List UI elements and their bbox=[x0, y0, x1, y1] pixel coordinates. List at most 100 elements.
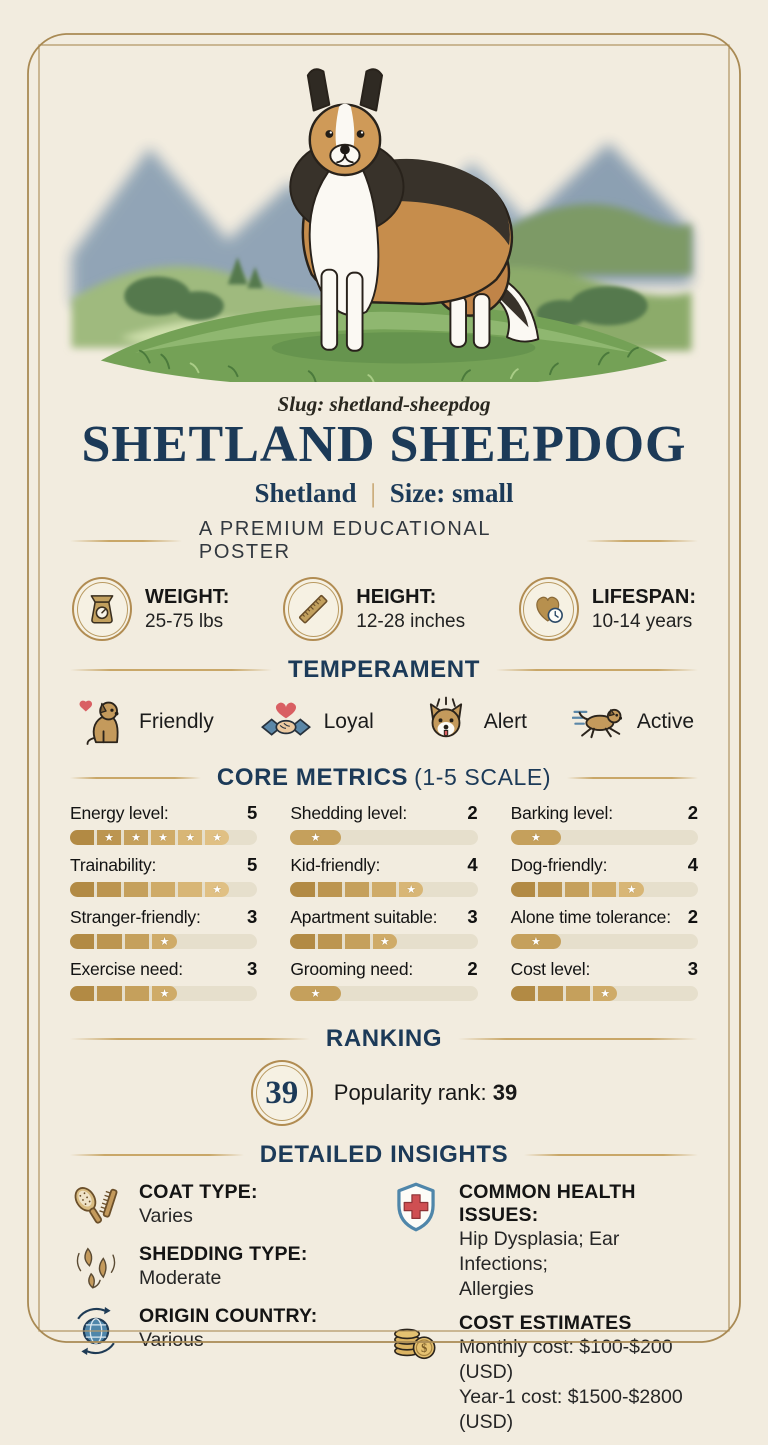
metric-bar-fill: ★ bbox=[290, 934, 398, 949]
insight-line: Moderate bbox=[139, 1267, 222, 1289]
metric-value: 4 bbox=[687, 854, 698, 875]
insight-label: SHEDDING TYPE: bbox=[139, 1243, 308, 1265]
metric-label: Trainability: bbox=[70, 855, 157, 875]
stat-item: WEIGHT: 25-75 lbs bbox=[72, 577, 229, 641]
star-segment: ★ bbox=[205, 830, 230, 845]
star-segment: ★ bbox=[152, 986, 177, 1001]
bar-segment bbox=[70, 882, 95, 897]
metric-bar-track: ★ bbox=[290, 882, 478, 897]
metric-row: Kid-friendly: 4 ★ bbox=[290, 854, 478, 897]
running-dog-icon bbox=[572, 695, 626, 749]
metric-value: 3 bbox=[247, 906, 258, 927]
metric-column: Barking level: 2 ★ Dog-friendly: 4 ★ Alo… bbox=[510, 802, 698, 1010]
metric-row: Cost level: 3 ★ bbox=[510, 958, 698, 1001]
breed-subtitle: Shetland | Size: small bbox=[70, 478, 698, 509]
ranking-row: 39 Popularity rank: 39 bbox=[70, 1060, 698, 1126]
star-segment: ★ bbox=[97, 830, 122, 845]
stat-label: LIFESPAN: bbox=[591, 585, 696, 608]
metric-bar-fill: ★ bbox=[70, 986, 177, 1001]
stat-item: LIFESPAN: 10-14 years bbox=[518, 577, 696, 641]
temperament-heading: TEMPERAMENT bbox=[70, 656, 698, 684]
metric-bar-fill: ★ ★ ★ ★ ★ bbox=[70, 830, 230, 845]
metric-label: Stranger-friendly: bbox=[70, 907, 201, 927]
trait-label: Active bbox=[636, 710, 694, 733]
metric-label: Barking level: bbox=[510, 803, 613, 823]
brush-comb-icon bbox=[70, 1181, 122, 1233]
core-metrics-grid: Energy level: 5 ★ ★ ★ ★ ★ Trainability: 5 ★ … bbox=[70, 802, 698, 1010]
star-segment: ★ bbox=[619, 882, 644, 897]
rank-text: Popularity rank: 39 bbox=[333, 1080, 518, 1105]
bar-segment bbox=[344, 882, 369, 897]
stat-label: WEIGHT: bbox=[145, 585, 230, 608]
breed-illustration bbox=[56, 50, 712, 390]
stat-label: HEIGHT: bbox=[356, 585, 437, 608]
star-segment: ★ bbox=[205, 882, 230, 897]
insight-line: Varies bbox=[139, 1205, 193, 1227]
trait-item: Active bbox=[572, 695, 694, 749]
insight-line: Year-1 cost: $1500-$2800 (USD) bbox=[459, 1385, 683, 1433]
star-segment: ★ bbox=[290, 986, 341, 1001]
core-metrics-heading: CORE METRICS (1-5 SCALE) bbox=[70, 764, 698, 792]
metric-bar-track: ★ bbox=[510, 830, 698, 845]
metric-value: 3 bbox=[687, 958, 698, 979]
subtitle-divider: | bbox=[370, 478, 376, 508]
metric-label: Dog-friendly: bbox=[510, 855, 608, 875]
ruler-icon bbox=[293, 589, 333, 629]
metric-label: Apartment suitable: bbox=[290, 907, 438, 927]
metric-row: Dog-friendly: 4 ★ bbox=[510, 854, 698, 897]
page-title: SHETLAND SHEEPDOG bbox=[81, 416, 687, 473]
rank-badge-number: 39 bbox=[265, 1074, 299, 1111]
bar-segment bbox=[97, 934, 122, 949]
insights-right-column: COMMON HEALTH ISSUES: Hip Dysplasia; Ear… bbox=[390, 1181, 698, 1445]
insight-item: COAT TYPE: Varies bbox=[70, 1181, 366, 1233]
trait-item: Alert bbox=[419, 695, 527, 749]
poster-page: Slug: shetland-sheepdog SHETLAND SHEEPDO… bbox=[0, 0, 768, 1376]
insight-line: Various bbox=[139, 1329, 204, 1351]
subtitle-group: Shetland bbox=[254, 478, 357, 508]
stat-value: 25-75 lbs bbox=[145, 610, 224, 632]
metric-bar-track: ★ bbox=[70, 882, 258, 897]
bar-segment bbox=[151, 882, 176, 897]
metric-bar-track: ★ bbox=[290, 986, 478, 1001]
temperament-row: Friendly Loyal Alert Active bbox=[70, 695, 698, 749]
metric-row: Stranger-friendly: 3 ★ bbox=[70, 906, 258, 949]
metric-value: 3 bbox=[247, 958, 258, 979]
insight-label: COST ESTIMATES bbox=[459, 1311, 632, 1334]
star-segment: ★ bbox=[510, 830, 562, 845]
metric-bar-track: ★ bbox=[290, 830, 478, 845]
metric-label: Kid-friendly: bbox=[290, 855, 381, 875]
star-segment: ★ bbox=[290, 830, 341, 845]
insight-label: COMMON HEALTH ISSUES: bbox=[459, 1181, 636, 1226]
metric-bar-fill: ★ bbox=[510, 882, 644, 897]
metric-bar-fill: ★ bbox=[70, 882, 230, 897]
insight-value: Various bbox=[139, 1328, 318, 1353]
scale-icon bbox=[82, 589, 122, 629]
insight-item: COMMON HEALTH ISSUES: Hip Dysplasia; Ear… bbox=[390, 1181, 698, 1302]
bar-segment bbox=[565, 882, 590, 897]
metric-column: Energy level: 5 ★ ★ ★ ★ ★ Trainability: 5 ★ … bbox=[70, 802, 258, 1010]
trait-label: Alert bbox=[483, 710, 527, 733]
metric-bar-track: ★ bbox=[510, 986, 698, 1001]
bar-segment bbox=[178, 882, 203, 897]
insight-item: ORIGIN COUNTRY: Various bbox=[70, 1305, 366, 1357]
insight-line: Allergies bbox=[459, 1277, 534, 1300]
metric-value: 5 bbox=[247, 802, 258, 823]
bar-segment bbox=[290, 934, 315, 949]
metric-row: Exercise need: 3 ★ bbox=[70, 958, 258, 1001]
poster-content: Slug: shetland-sheepdog SHETLAND SHEEPDO… bbox=[0, 0, 768, 1376]
insight-item: SHEDDING TYPE: Moderate bbox=[70, 1243, 366, 1295]
metric-value: 3 bbox=[467, 906, 478, 927]
star-segment: ★ bbox=[152, 934, 177, 949]
metric-row: Trainability: 5 ★ bbox=[70, 854, 258, 897]
bar-segment bbox=[290, 882, 315, 897]
insights-grid: COAT TYPE: Varies SHEDDING TYPE: Moderat… bbox=[70, 1181, 698, 1445]
stat-value: 10-14 years bbox=[591, 610, 693, 632]
globe-icon bbox=[70, 1305, 122, 1357]
bar-segment bbox=[592, 882, 617, 897]
metric-bar-fill: ★ bbox=[510, 934, 562, 949]
alert-dog-face-icon bbox=[419, 695, 473, 749]
scale-note: (1-5 SCALE) bbox=[414, 764, 552, 790]
metric-bar-track: ★ bbox=[70, 986, 258, 1001]
star-segment: ★ bbox=[510, 934, 562, 949]
bar-segment bbox=[537, 882, 563, 897]
